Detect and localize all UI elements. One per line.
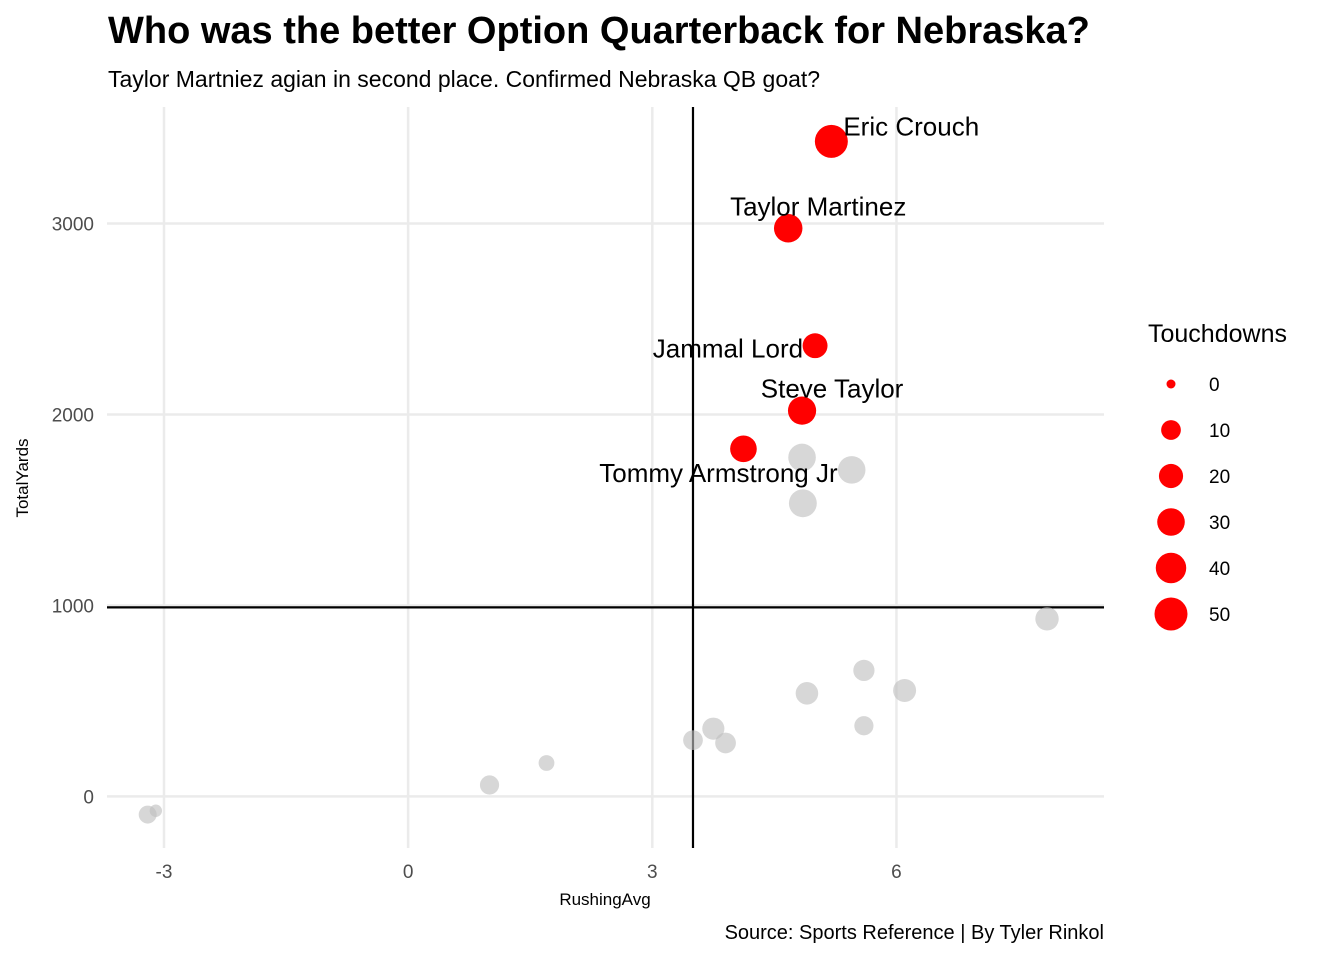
legend-key xyxy=(1161,420,1181,440)
legend-label: 40 xyxy=(1209,559,1230,580)
x-axis-title: RushingAvg xyxy=(559,890,650,909)
x-tick-label: 6 xyxy=(891,862,902,883)
data-point-other xyxy=(683,730,703,750)
other-points xyxy=(138,443,1059,824)
legend-key xyxy=(1155,552,1187,584)
y-axis-ticks: 0 1000 2000 3000 xyxy=(52,214,94,808)
y-tick-label: 1000 xyxy=(52,596,94,617)
point-label: Steve Taylor xyxy=(761,374,904,404)
point-labels: Eric Crouch Taylor Martinez Jammal Lord Ste… xyxy=(599,111,979,487)
data-point-highlighted xyxy=(802,333,828,359)
data-point-other xyxy=(149,804,163,817)
legend-label: 10 xyxy=(1209,421,1230,442)
point-label: Taylor Martinez xyxy=(730,191,906,221)
y-axis-title: TotalYards xyxy=(13,438,32,517)
size-legend: Touchdowns 0 10 20 30 40 50 xyxy=(1148,320,1287,631)
x-tick-label: 0 xyxy=(403,862,414,883)
legend-title: Touchdowns xyxy=(1148,320,1287,348)
highlighted-points xyxy=(730,124,848,463)
data-point-other xyxy=(853,659,875,682)
legend-key xyxy=(1158,463,1184,489)
data-point-highlighted xyxy=(730,435,757,463)
legend-label: 0 xyxy=(1209,375,1220,396)
data-point-other xyxy=(795,682,819,705)
x-axis-ticks: -3 0 3 6 xyxy=(156,862,902,883)
data-point-other xyxy=(479,775,500,795)
data-point-other xyxy=(788,489,817,518)
reference-lines xyxy=(107,107,1104,848)
data-point-other xyxy=(538,755,555,771)
data-point-other xyxy=(788,443,816,472)
legend-label: 20 xyxy=(1209,467,1230,488)
x-tick-label: -3 xyxy=(156,862,173,883)
chart-title: Who was the better Option Quarterback fo… xyxy=(108,10,1090,52)
legend-key xyxy=(1154,597,1188,631)
data-point-highlighted xyxy=(773,214,803,243)
data-point-other xyxy=(837,456,866,484)
chart-subtitle: Taylor Martniez agian in second place. C… xyxy=(108,66,821,92)
legend-key xyxy=(1157,508,1185,536)
legend-key xyxy=(1166,379,1176,389)
point-label: Tommy Armstrong Jr xyxy=(599,458,838,488)
legend-label: 30 xyxy=(1209,513,1230,534)
point-label: Jammal Lord xyxy=(653,334,803,364)
data-point-highlighted xyxy=(814,124,848,158)
y-tick-label: 2000 xyxy=(52,405,94,426)
y-tick-label: 3000 xyxy=(52,214,94,235)
data-point-other xyxy=(893,678,917,702)
chart-caption: Source: Sports Reference | By Tyler Rink… xyxy=(724,922,1104,944)
data-point-other xyxy=(715,732,736,754)
data-point-other xyxy=(1035,607,1059,631)
legend-label: 50 xyxy=(1209,605,1230,626)
grid-lines xyxy=(107,107,1104,848)
data-point-highlighted xyxy=(787,396,817,425)
point-label: Eric Crouch xyxy=(843,111,979,141)
x-tick-label: 3 xyxy=(647,862,658,883)
y-tick-label: 0 xyxy=(83,787,94,808)
data-point-other xyxy=(702,717,725,740)
data-point-other xyxy=(854,716,874,736)
